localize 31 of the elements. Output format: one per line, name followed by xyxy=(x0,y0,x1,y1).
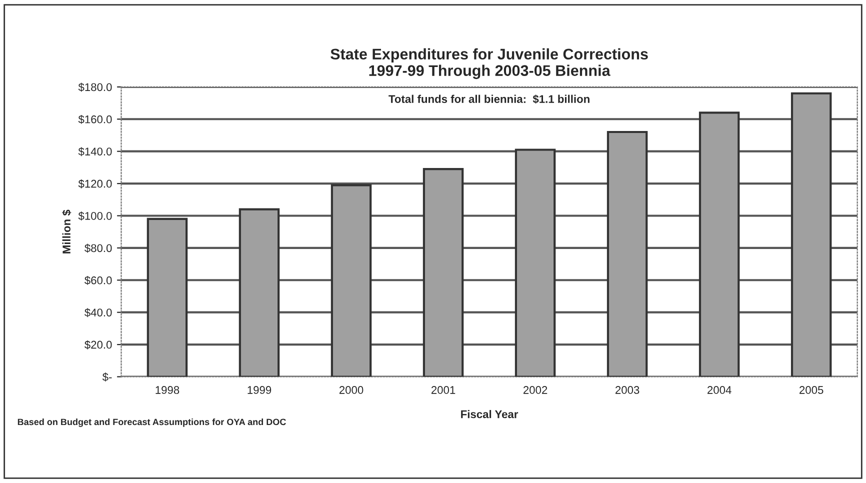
bar xyxy=(238,208,280,377)
y-tick-label: $180.0 xyxy=(78,82,112,92)
bar xyxy=(330,184,372,377)
x-tick-label: 2002 xyxy=(524,386,548,394)
bar xyxy=(790,92,832,377)
text: Based on Budget and Forecast Assumptions for OYA and DOC xyxy=(18,418,286,427)
y-tick-label: $160.0 xyxy=(78,114,112,124)
x-tick-label: 1999 xyxy=(248,386,272,394)
bar xyxy=(514,148,556,377)
bar xyxy=(146,218,188,377)
bar xyxy=(422,168,464,377)
y-tick-label: $140.0 xyxy=(78,147,112,156)
x-tick-label: 2004 xyxy=(708,386,732,394)
y-axis-title: Million $ xyxy=(62,210,72,254)
x-axis-title: Fiscal Year xyxy=(461,410,518,418)
annotation: Total funds for all biennia: $1.1 billion xyxy=(388,94,590,104)
y-tick-label: $- xyxy=(102,372,112,382)
chart-title: State Expenditures for Juvenile Corrections 1997-99 Through 2003-05 Biennia xyxy=(330,48,648,80)
x-tick-label: 2001 xyxy=(431,386,456,394)
bar xyxy=(698,112,740,377)
y-tick-label: $20.0 xyxy=(84,340,112,350)
bar xyxy=(606,130,648,377)
x-tick-label: 1998 xyxy=(156,386,180,394)
x-tick-label: 2005 xyxy=(800,386,824,394)
y-tick-label: $100.0 xyxy=(78,212,112,221)
y-tick-label: $120.0 xyxy=(78,179,112,188)
y-tick-label: $60.0 xyxy=(84,276,112,285)
x-tick-label: 2003 xyxy=(616,386,640,394)
x-tick-label: 2000 xyxy=(339,386,364,394)
y-tick-label: $80.0 xyxy=(84,244,112,253)
y-tick-label: $40.0 xyxy=(84,308,112,318)
